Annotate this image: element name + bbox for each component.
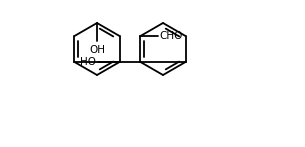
Text: HO: HO [80, 57, 95, 67]
Text: OH: OH [89, 45, 105, 55]
Text: CHO: CHO [160, 31, 183, 41]
